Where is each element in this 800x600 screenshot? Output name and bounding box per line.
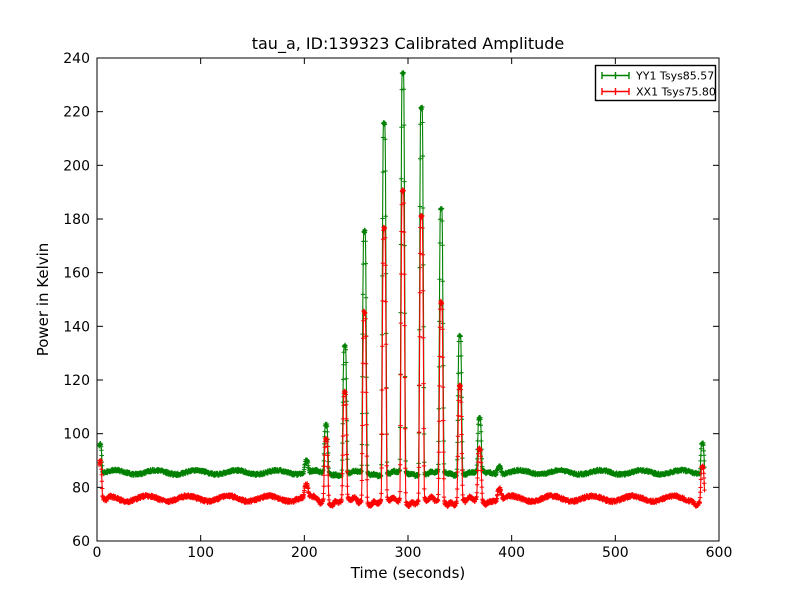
- y-tick-label: 200: [63, 158, 90, 174]
- legend-line-sample-xx1: [601, 88, 630, 95]
- x-tick-label: 200: [291, 545, 318, 561]
- y-tick-label: 100: [63, 427, 90, 443]
- y-tick-label: 80: [72, 480, 90, 496]
- series-markers-xx1: [96, 187, 707, 509]
- x-tick-label: 300: [395, 545, 422, 561]
- chart-title: tau_a, ID:139323 Calibrated Amplitude: [252, 34, 565, 54]
- series-layer: [96, 70, 707, 509]
- legend-line-sample-yy1: [601, 72, 630, 79]
- legend: YY1 Tsys85.57 XX1 Tsys75.80: [594, 64, 717, 102]
- y-tick-label: 140: [63, 319, 90, 335]
- y-tick-label: 60: [72, 534, 90, 550]
- y-tick-label: 220: [63, 105, 90, 121]
- x-tick-label: 400: [498, 545, 525, 561]
- legend-entry-yy1: YY1 Tsys85.57: [601, 70, 714, 83]
- y-tick-label: 180: [63, 212, 90, 228]
- legend-label-xx1: XX1 Tsys75.80: [636, 86, 716, 99]
- legend-label-yy1: YY1 Tsys85.57: [635, 70, 714, 83]
- x-tick-label: 100: [187, 545, 214, 561]
- legend-entry-xx1: XX1 Tsys75.80: [601, 86, 716, 99]
- y-tick-label: 120: [63, 373, 90, 389]
- y-tick-label: 240: [63, 51, 90, 67]
- y-axis-label: Power in Kelvin: [34, 243, 52, 357]
- axis-ticks: 0 100 200 300 400 500 600 60 80 100 120 140 160 180 20…: [63, 51, 732, 561]
- y-tick-label: 160: [63, 266, 90, 282]
- x-tick-label: 600: [706, 545, 733, 561]
- legend-box: [594, 64, 717, 102]
- series-markers-yy1: [96, 70, 707, 480]
- x-tick-label: 0: [93, 545, 102, 561]
- x-tick-label: 500: [602, 545, 629, 561]
- x-axis-label: Time (seconds): [350, 564, 466, 582]
